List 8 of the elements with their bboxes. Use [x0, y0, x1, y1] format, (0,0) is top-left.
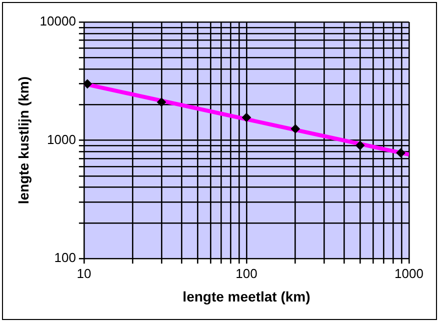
x-axis-title: lengte meetlat (km) [182, 288, 310, 304]
x-tick-label: 10 [76, 266, 92, 281]
x-tick-label: 100 [236, 266, 258, 281]
x-tick-label: 1000 [394, 266, 424, 281]
y-tick-label: 10000 [40, 14, 76, 29]
y-axis-title: lengte kustlijn (km) [15, 76, 32, 204]
y-tick-label: 1000 [47, 132, 76, 147]
y-tick-label: 100 [54, 250, 76, 266]
